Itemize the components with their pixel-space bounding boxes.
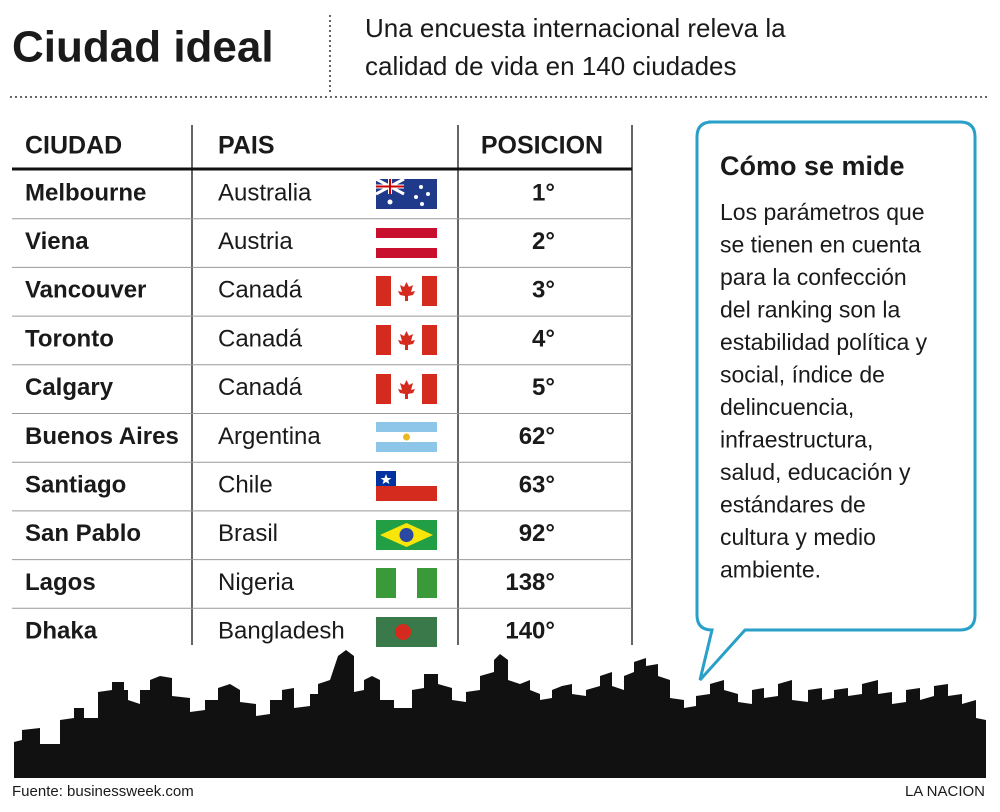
country: Nigeria (218, 569, 295, 596)
subtitle-line: Una encuesta internacional releva la (365, 13, 786, 43)
column-header: POSICION (481, 132, 603, 160)
sidebar-body: Los parámetros que se tienen en cuenta par… (720, 199, 928, 583)
flag (376, 325, 437, 355)
skyline (14, 650, 986, 778)
city: Toronto (25, 325, 114, 352)
position: 138° (505, 569, 555, 596)
city: Dhaka (25, 618, 98, 645)
flag (376, 471, 437, 501)
source: Fuente: businessweek.com (12, 783, 194, 800)
sidebar-line: se tienen en cuenta (720, 232, 921, 258)
sidebar-title: Cómo se mide (720, 151, 905, 181)
city: Lagos (25, 569, 96, 596)
subtitle-line: calidad de vida en 140 ciudades (365, 51, 737, 81)
flag (376, 617, 437, 647)
position: 2° (532, 228, 555, 255)
city: Melbourne (25, 179, 146, 206)
flag (376, 228, 437, 258)
city: Santiago (25, 472, 126, 499)
country: Bangladesh (218, 618, 345, 645)
flag (376, 568, 437, 598)
flag (375, 177, 437, 209)
position: 1° (532, 179, 555, 206)
position: 4° (532, 325, 555, 352)
column-header: CIUDAD (25, 132, 122, 160)
city: Viena (25, 228, 89, 255)
position: 140° (505, 618, 555, 645)
country: Argentina (218, 423, 321, 450)
flag (376, 422, 437, 452)
callout-bubble (695, 120, 977, 682)
position: 5° (532, 374, 555, 401)
sidebar-line: estabilidad política y (720, 329, 928, 355)
column-header: PAIS (218, 132, 275, 160)
sidebar-line: para la confección (720, 264, 907, 290)
sidebar-line: delincuencia, (720, 394, 854, 420)
position: 3° (532, 277, 555, 304)
flag (376, 276, 437, 306)
country: Chile (218, 472, 273, 499)
position: 63° (519, 472, 555, 499)
country: Australia (218, 179, 312, 206)
country: Austria (218, 228, 293, 255)
country: Brasil (218, 520, 278, 547)
sidebar-line: ambiente. (720, 557, 821, 583)
city: Calgary (25, 374, 114, 401)
sidebar-line: estándares de (720, 492, 866, 518)
sidebar-line: Los parámetros que (720, 199, 925, 225)
city: Vancouver (25, 277, 146, 304)
table: CIUDAD PAIS POSICION Melbourne Australia 1° Vi… (12, 125, 633, 645)
position: 62° (519, 423, 555, 450)
sidebar-line: del ranking son la (720, 297, 900, 323)
city: Buenos Aires (25, 423, 179, 450)
sidebar-line: infraestructura, (720, 427, 873, 453)
brand: LA NACION (905, 783, 985, 800)
position: 92° (519, 520, 555, 547)
country: Canadá (218, 277, 303, 304)
sidebar-line: social, índice de (720, 362, 885, 388)
country: Canadá (218, 374, 303, 401)
city: San Pablo (25, 520, 141, 547)
flag (376, 520, 437, 550)
title: Ciudad ideal (12, 23, 274, 72)
country: Canadá (218, 325, 303, 352)
sidebar-line: salud, educación y (720, 459, 911, 485)
flag (376, 374, 437, 404)
sidebar-line: cultura y medio (720, 524, 876, 550)
flags (375, 177, 437, 647)
